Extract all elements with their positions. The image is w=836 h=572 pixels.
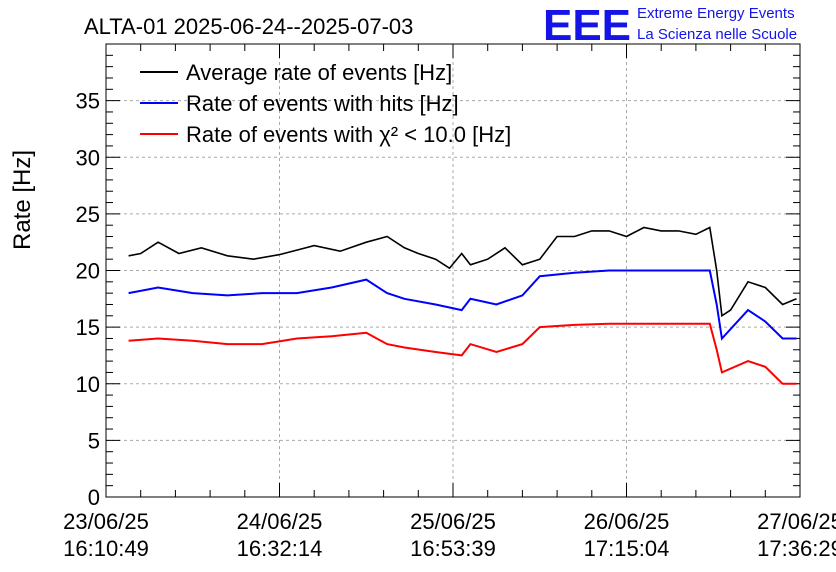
x-tick-time: 16:53:39: [410, 536, 496, 561]
series-lines: [128, 226, 797, 385]
x-tick-time: 16:32:14: [237, 536, 323, 561]
series-chi2-line: [128, 322, 797, 385]
y-tick-label: 35: [76, 89, 100, 114]
y-tick-label: 15: [76, 315, 100, 340]
series-hits-line: [128, 269, 797, 341]
x-tick-time: 17:15:04: [584, 536, 670, 561]
y-tick-label: 20: [76, 259, 100, 284]
legend: Average rate of events [Hz] Rate of even…: [140, 60, 511, 147]
legend-label-average: Average rate of events [Hz]: [186, 60, 452, 85]
chart-title: ALTA-01 2025-06-24--2025-07-03: [84, 14, 413, 39]
series-average-line: [128, 226, 797, 318]
eee-logo-line2: La Scienza nelle Scuole: [637, 26, 797, 43]
y-tick-label: 5: [88, 428, 100, 453]
legend-label-hits: Rate of events with hits [Hz]: [186, 91, 459, 116]
x-tick-time: 16:10:49: [63, 536, 149, 561]
y-axis-label: Rate [Hz]: [9, 150, 36, 250]
y-tick-label: 25: [76, 202, 100, 227]
eee-logo-mark: EEE: [543, 1, 631, 50]
y-tick-labels: 0 5 10 15 20 25 30 35: [76, 89, 100, 510]
x-tick-date: 27/06/25: [757, 509, 836, 534]
axes: [105, 43, 801, 498]
x-tick-date: 24/06/25: [237, 509, 323, 534]
x-tick-date: 23/06/25: [63, 509, 149, 534]
y-tick-label: 10: [76, 372, 100, 397]
eee-logo: EEE Extreme Energy Events La Scienza nel…: [543, 1, 797, 50]
x-tick-time: 17:36:29: [757, 536, 836, 561]
eee-logo-line1: Extreme Energy Events: [637, 5, 795, 22]
y-tick-label: 0: [88, 485, 100, 510]
x-tick-date: 26/06/25: [584, 509, 670, 534]
y-tick-label: 30: [76, 145, 100, 170]
legend-label-chi2: Rate of events with χ² < 10.0 [Hz]: [186, 122, 511, 147]
x-tick-date: 25/06/25: [410, 509, 496, 534]
